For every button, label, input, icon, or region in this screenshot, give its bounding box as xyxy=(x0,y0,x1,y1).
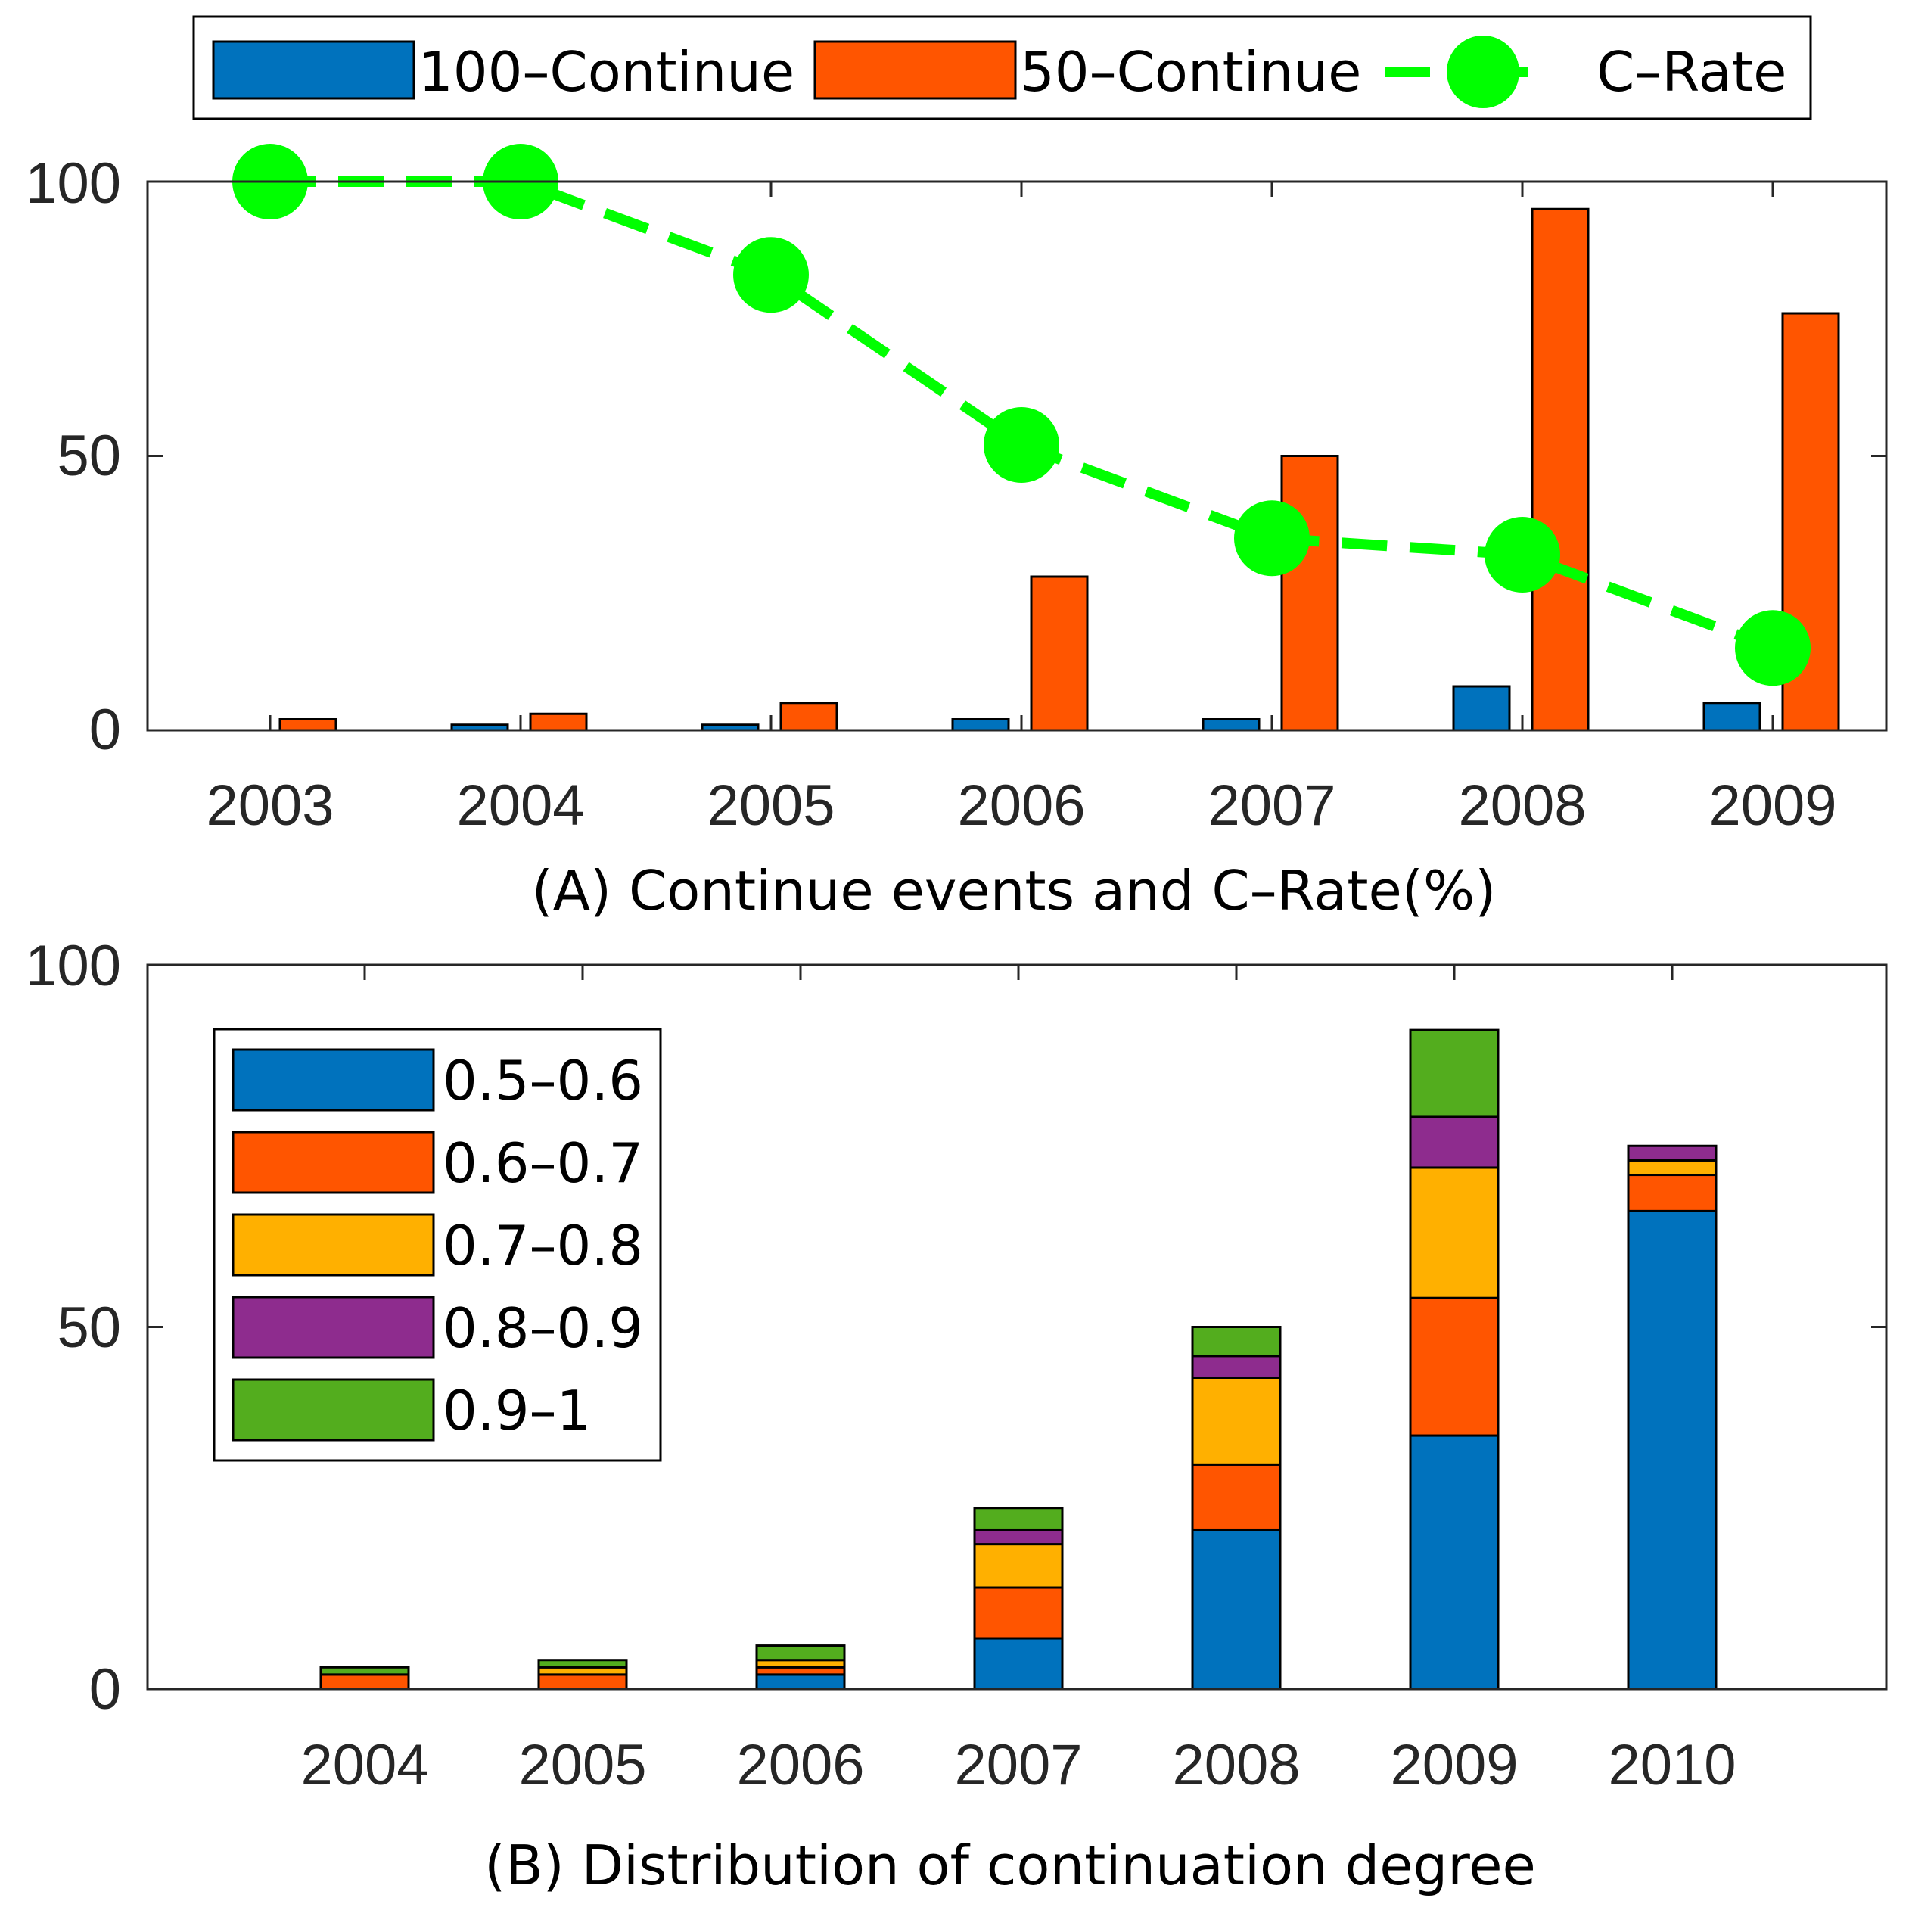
stack-segment-0-6-0-7-2009 xyxy=(1409,1296,1500,1437)
panel-b-axes-box xyxy=(146,963,1888,1691)
bar-50-continue-2005 xyxy=(779,702,838,732)
panel-b-y-tick-labels: 0 50 100 xyxy=(25,934,121,1722)
crate-point-2009 xyxy=(1735,610,1811,686)
legend-label-50-continue: 50–Continue xyxy=(1020,40,1361,104)
bar-50-continue-2008 xyxy=(1531,207,1590,732)
stack-segment-0-7-0-8-2010 xyxy=(1627,1159,1718,1177)
legend-swatch-0.9-1 xyxy=(232,1378,435,1442)
panel-b-stacked-bars xyxy=(319,1028,1718,1691)
stack-segment-0-5-0-6-2009 xyxy=(1409,1434,1500,1691)
panel-a: 0 50 100 2003 2004 2005 2006 2007 2008 2… xyxy=(25,15,1888,922)
stack-segment-0-9-1-2004 xyxy=(319,1666,410,1676)
panel-b-xtick-label: 2009 xyxy=(1390,1733,1518,1797)
bar-100-continue-2008 xyxy=(1452,685,1511,732)
panel-a-xtick-label: 2003 xyxy=(206,773,334,838)
stack-segment-0-9-1-2007 xyxy=(973,1507,1064,1531)
crate-point-2008 xyxy=(1485,517,1560,593)
crate-point-2006 xyxy=(984,407,1059,483)
panel-a-bars xyxy=(278,207,1840,732)
panel-b: 0 50 100 2004 2005 2006 2007 2008 2009 2… xyxy=(25,934,1888,1897)
legend-swatch-50-continue xyxy=(813,40,1017,100)
panel-b-caption: (B) Distribution of continuation degree xyxy=(484,1834,1536,1897)
legend-swatch-0.7-0.8 xyxy=(232,1213,435,1277)
panel-b-xtick-label: 2006 xyxy=(736,1733,864,1797)
panel-b-xtick-label: 2004 xyxy=(300,1733,428,1797)
stack-segment-0-8-0-9-2010 xyxy=(1627,1144,1718,1162)
legend-swatch-crate-marker xyxy=(1447,36,1519,108)
panel-b-xtick-label: 2008 xyxy=(1172,1733,1300,1797)
panel-a-xtick-label: 2009 xyxy=(1708,773,1836,838)
panel-a-xtick-label: 2008 xyxy=(1458,773,1586,838)
crate-point-2007 xyxy=(1234,500,1310,577)
panel-a-legend: 100–Continue 50–Continue C–Rate xyxy=(192,15,1812,120)
legend-label-0.6-0.7: 0.6–0.7 xyxy=(443,1131,643,1195)
stack-segment-0-5-0-6-2006 xyxy=(755,1673,846,1691)
stack-segment-0-6-0-7-2010 xyxy=(1627,1174,1718,1212)
bar-50-continue-2006 xyxy=(1030,575,1089,732)
panel-a-axes-box xyxy=(146,180,1888,732)
stack-segment-0-6-0-7-2007 xyxy=(973,1586,1064,1640)
panel-b-xtick-label: 2005 xyxy=(518,1733,646,1797)
bar-50-continue-2003 xyxy=(278,718,337,732)
panel-b-xtick-label: 2010 xyxy=(1608,1733,1736,1797)
panel-b-ytick-label: 100 xyxy=(25,934,121,998)
legend-label-0.7-0.8: 0.7–0.8 xyxy=(443,1214,643,1277)
panel-a-xtick-label: 2005 xyxy=(707,773,835,838)
panel-b-ytick-label: 0 xyxy=(89,1657,121,1722)
stack-segment-0-9-1-2006 xyxy=(755,1644,846,1662)
legend-label-0.5-0.6: 0.5–0.6 xyxy=(443,1049,643,1112)
stack-segment-0-6-0-7-2008 xyxy=(1191,1463,1282,1531)
stack-segment-0-8-0-9-2008 xyxy=(1191,1355,1282,1379)
panel-a-caption: (A) Continue events and C–Rate(%) xyxy=(532,859,1497,922)
legend-swatch-0.8-0.9 xyxy=(232,1296,435,1359)
stack-segment-0-8-0-9-2007 xyxy=(973,1528,1064,1546)
stack-segment-0-6-0-7-2004 xyxy=(319,1673,410,1691)
legend-label-0.8-0.9: 0.8–0.9 xyxy=(443,1296,643,1360)
legend-swatch-0.6-0.7 xyxy=(232,1131,435,1194)
bar-100-continue-2009 xyxy=(1702,702,1761,732)
stack-segment-0-9-1-2008 xyxy=(1191,1326,1282,1358)
bar-50-continue-2007 xyxy=(1280,455,1339,732)
panel-a-ytick-label: 0 xyxy=(89,698,121,762)
legend-label-100-continue: 100–Continue xyxy=(418,40,794,104)
panel-b-x-tick-labels: 2004 2005 2006 2007 2008 2009 2010 xyxy=(300,1733,1736,1797)
legend-label-crate: C–Rate xyxy=(1596,40,1786,104)
stack-segment-0-6-0-7-2005 xyxy=(537,1673,628,1691)
stack-segment-0-7-0-8-2007 xyxy=(973,1543,1064,1589)
legend-swatch-0.5-0.6 xyxy=(232,1048,435,1112)
stack-segment-0-9-1-2005 xyxy=(537,1659,628,1669)
stack-segment-0-5-0-6-2010 xyxy=(1627,1209,1718,1691)
panel-a-xtick-label: 2004 xyxy=(456,773,584,838)
panel-b-ytick-label: 50 xyxy=(57,1296,121,1360)
panel-a-xtick-label: 2007 xyxy=(1208,773,1335,838)
legend-label-0.9-1: 0.9–1 xyxy=(443,1379,591,1442)
panel-a-y-tick-labels: 0 50 100 xyxy=(25,151,121,762)
crate-point-2005 xyxy=(733,237,809,313)
panel-b-xtick-label: 2007 xyxy=(954,1733,1082,1797)
stack-segment-0-9-1-2009 xyxy=(1409,1028,1500,1118)
stack-segment-0-7-0-8-2008 xyxy=(1191,1376,1282,1466)
legend-swatch-100-continue xyxy=(212,40,415,100)
stack-segment-0-5-0-6-2007 xyxy=(973,1637,1064,1691)
bar-50-continue-2004 xyxy=(529,712,588,732)
panel-a-ytick-label: 100 xyxy=(25,151,121,216)
stack-segment-0-8-0-9-2009 xyxy=(1409,1115,1500,1169)
bar-100-continue-2006 xyxy=(951,718,1010,732)
panel-a-xtick-label: 2006 xyxy=(957,773,1085,838)
panel-b-legend: 0.5–0.6 0.6–0.7 0.7–0.8 0.8–0.9 0.9–1 xyxy=(213,1028,662,1462)
stack-segment-0-5-0-6-2008 xyxy=(1191,1528,1282,1691)
panel-a-x-tick-labels: 2003 2004 2005 2006 2007 2008 2009 xyxy=(206,773,1836,838)
panel-a-ytick-label: 50 xyxy=(57,424,121,488)
bar-100-continue-2007 xyxy=(1202,718,1261,732)
stack-segment-0-7-0-8-2009 xyxy=(1409,1166,1500,1299)
